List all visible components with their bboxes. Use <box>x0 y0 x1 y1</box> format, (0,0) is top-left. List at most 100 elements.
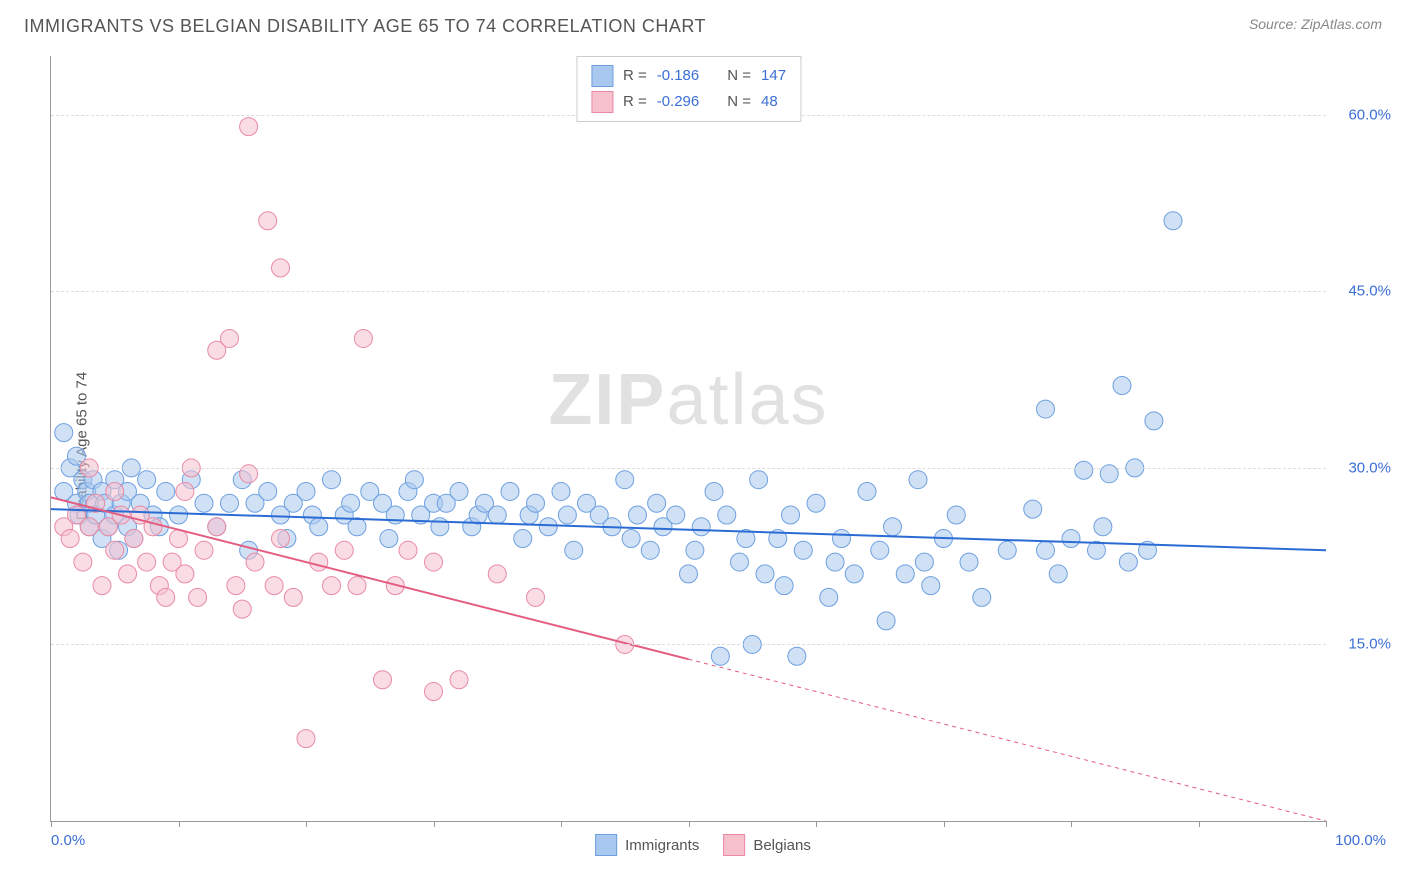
gridline <box>51 291 1326 292</box>
gridline <box>51 644 1326 645</box>
scatter-point <box>233 600 251 618</box>
legend-n-value-1: 48 <box>761 89 778 115</box>
legend-bottom-swatch-0 <box>595 834 617 856</box>
scatter-point <box>106 541 124 559</box>
scatter-point <box>354 329 372 347</box>
scatter-point <box>125 530 143 548</box>
legend-bottom-item-0: Immigrants <box>595 834 699 856</box>
scatter-point <box>667 506 685 524</box>
scatter-point <box>788 647 806 665</box>
scatter-point <box>833 530 851 548</box>
scatter-point <box>896 565 914 583</box>
scatter-point <box>1164 212 1182 230</box>
scatter-point <box>342 494 360 512</box>
scatter-point <box>909 471 927 489</box>
plot-area: ZIPatlas R = -0.186 N = 147 R = -0.296 N… <box>50 56 1326 822</box>
scatter-point <box>189 588 207 606</box>
x-tick <box>1071 821 1072 827</box>
scatter-point <box>1062 530 1080 548</box>
scatter-point <box>686 541 704 559</box>
scatter-point <box>240 118 258 136</box>
y-tick-label: 15.0% <box>1348 636 1391 653</box>
legend-r-value-1: -0.296 <box>657 89 700 115</box>
scatter-point <box>405 471 423 489</box>
scatter-point <box>922 577 940 595</box>
scatter-point <box>820 588 838 606</box>
scatter-point <box>616 471 634 489</box>
x-tick <box>306 821 307 827</box>
legend-top-row-0: R = -0.186 N = 147 <box>591 63 786 89</box>
scatter-point <box>380 530 398 548</box>
scatter-point <box>310 553 328 571</box>
scatter-point <box>1024 500 1042 518</box>
scatter-point <box>323 471 341 489</box>
scatter-point <box>176 482 194 500</box>
scatter-point <box>648 494 666 512</box>
gridline <box>51 468 1326 469</box>
scatter-point <box>61 530 79 548</box>
scatter-point <box>501 482 519 500</box>
chart-title: IMMIGRANTS VS BELGIAN DISABILITY AGE 65 … <box>24 16 706 37</box>
scatter-point <box>527 494 545 512</box>
scatter-point <box>488 565 506 583</box>
scatter-point <box>915 553 933 571</box>
scatter-point <box>176 565 194 583</box>
scatter-point <box>1049 565 1067 583</box>
scatter-point <box>221 494 239 512</box>
regression-line-dashed <box>689 659 1327 821</box>
chart-svg <box>51 56 1326 821</box>
scatter-point <box>425 553 443 571</box>
scatter-point <box>195 494 213 512</box>
scatter-point <box>138 553 156 571</box>
scatter-point <box>74 553 92 571</box>
scatter-point <box>348 518 366 536</box>
x-tick <box>51 821 52 827</box>
legend-bottom-swatch-1 <box>723 834 745 856</box>
x-tick <box>434 821 435 827</box>
scatter-point <box>552 482 570 500</box>
scatter-point <box>425 683 443 701</box>
scatter-point <box>144 518 162 536</box>
scatter-point <box>259 212 277 230</box>
scatter-point <box>106 482 124 500</box>
x-tick-label: 0.0% <box>51 832 85 849</box>
scatter-point <box>284 588 302 606</box>
scatter-point <box>807 494 825 512</box>
scatter-point <box>565 541 583 559</box>
scatter-point <box>272 259 290 277</box>
scatter-point <box>297 482 315 500</box>
scatter-point <box>157 588 175 606</box>
scatter-point <box>629 506 647 524</box>
legend-n-label-0: N = <box>727 63 751 89</box>
legend-n-label-1: N = <box>727 89 751 115</box>
scatter-point <box>1113 377 1131 395</box>
scatter-point <box>119 565 137 583</box>
scatter-point <box>297 730 315 748</box>
scatter-point <box>641 541 659 559</box>
scatter-point <box>826 553 844 571</box>
y-tick-label: 45.0% <box>1348 283 1391 300</box>
scatter-point <box>711 647 729 665</box>
scatter-point <box>399 541 417 559</box>
scatter-point <box>450 482 468 500</box>
scatter-point <box>55 424 73 442</box>
scatter-point <box>718 506 736 524</box>
legend-bottom-label-1: Belgians <box>753 837 811 854</box>
x-tick <box>816 821 817 827</box>
scatter-point <box>775 577 793 595</box>
legend-swatch-1 <box>591 91 613 113</box>
x-tick <box>1326 821 1327 827</box>
legend-swatch-0 <box>591 65 613 87</box>
scatter-point <box>539 518 557 536</box>
scatter-point <box>323 577 341 595</box>
y-tick-label: 30.0% <box>1348 459 1391 476</box>
scatter-point <box>527 588 545 606</box>
scatter-point <box>195 541 213 559</box>
scatter-point <box>488 506 506 524</box>
scatter-point <box>845 565 863 583</box>
scatter-point <box>227 577 245 595</box>
legend-r-label-1: R = <box>623 89 647 115</box>
scatter-point <box>998 541 1016 559</box>
scatter-point <box>208 518 226 536</box>
scatter-point <box>310 518 328 536</box>
